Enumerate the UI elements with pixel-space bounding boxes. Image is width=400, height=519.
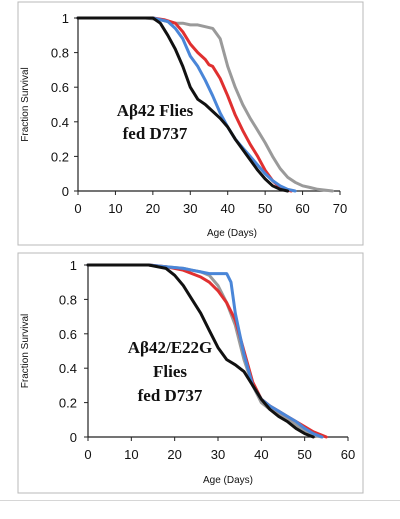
x-tick-label: 50 — [258, 201, 272, 216]
y-tick-label: 0.2 — [59, 396, 77, 411]
survival-curve-4 — [86, 263, 315, 439]
y-tick-label: 0.8 — [59, 292, 77, 307]
chart-1-box — [17, 1, 364, 246]
x-axis-title: Age (Days) — [203, 475, 253, 486]
x-tick-label: 50 — [297, 447, 311, 462]
y-tick-label: 0.4 — [51, 115, 69, 130]
x-tick-label: 0 — [84, 447, 91, 462]
survival-curve-3 — [76, 16, 297, 193]
y-tick-label: 0.6 — [51, 80, 69, 95]
y-tick-label: 0.4 — [59, 361, 77, 376]
y-tick-label: 0 — [62, 184, 69, 199]
y-tick-label: 0.2 — [51, 149, 69, 164]
x-tick-label: 0 — [74, 201, 81, 216]
x-tick-label: 30 — [183, 201, 197, 216]
y-tick-label: 0.8 — [51, 46, 69, 61]
x-tick-label: 10 — [108, 201, 122, 216]
x-tick-label: 40 — [220, 201, 234, 216]
chart-2-box — [17, 252, 364, 494]
divider-line — [0, 500, 400, 501]
x-axis-title: Age (Days) — [207, 228, 257, 239]
survival-curve-3 — [86, 263, 324, 439]
x-tick-label: 20 — [146, 201, 160, 216]
annotation-line-1: Aβ42 Flies — [117, 101, 194, 120]
x-tick-label: 10 — [124, 447, 138, 462]
x-tick-label: 60 — [295, 201, 309, 216]
x-tick-label: 40 — [254, 447, 268, 462]
x-tick-label: 70 — [333, 201, 347, 216]
y-axis-title: Fraction Survival — [20, 314, 31, 388]
y-tick-label: 1 — [70, 258, 77, 273]
annotation-line-2: Flies — [153, 362, 187, 381]
y-tick-label: 1 — [62, 11, 69, 26]
y-tick-label: 0.6 — [59, 327, 77, 342]
x-tick-label: 30 — [211, 447, 225, 462]
annotation-line-1: Aβ42/E22G — [128, 338, 213, 357]
survival-curve-4 — [76, 16, 290, 193]
y-axis-title: Fraction Survival — [20, 67, 31, 141]
annotation-line-3: fed D737 — [138, 386, 203, 405]
x-tick-label: 20 — [167, 447, 181, 462]
annotation-line-2: fed D737 — [123, 124, 188, 143]
x-tick-label: 60 — [341, 447, 355, 462]
y-tick-label: 0 — [70, 430, 77, 445]
